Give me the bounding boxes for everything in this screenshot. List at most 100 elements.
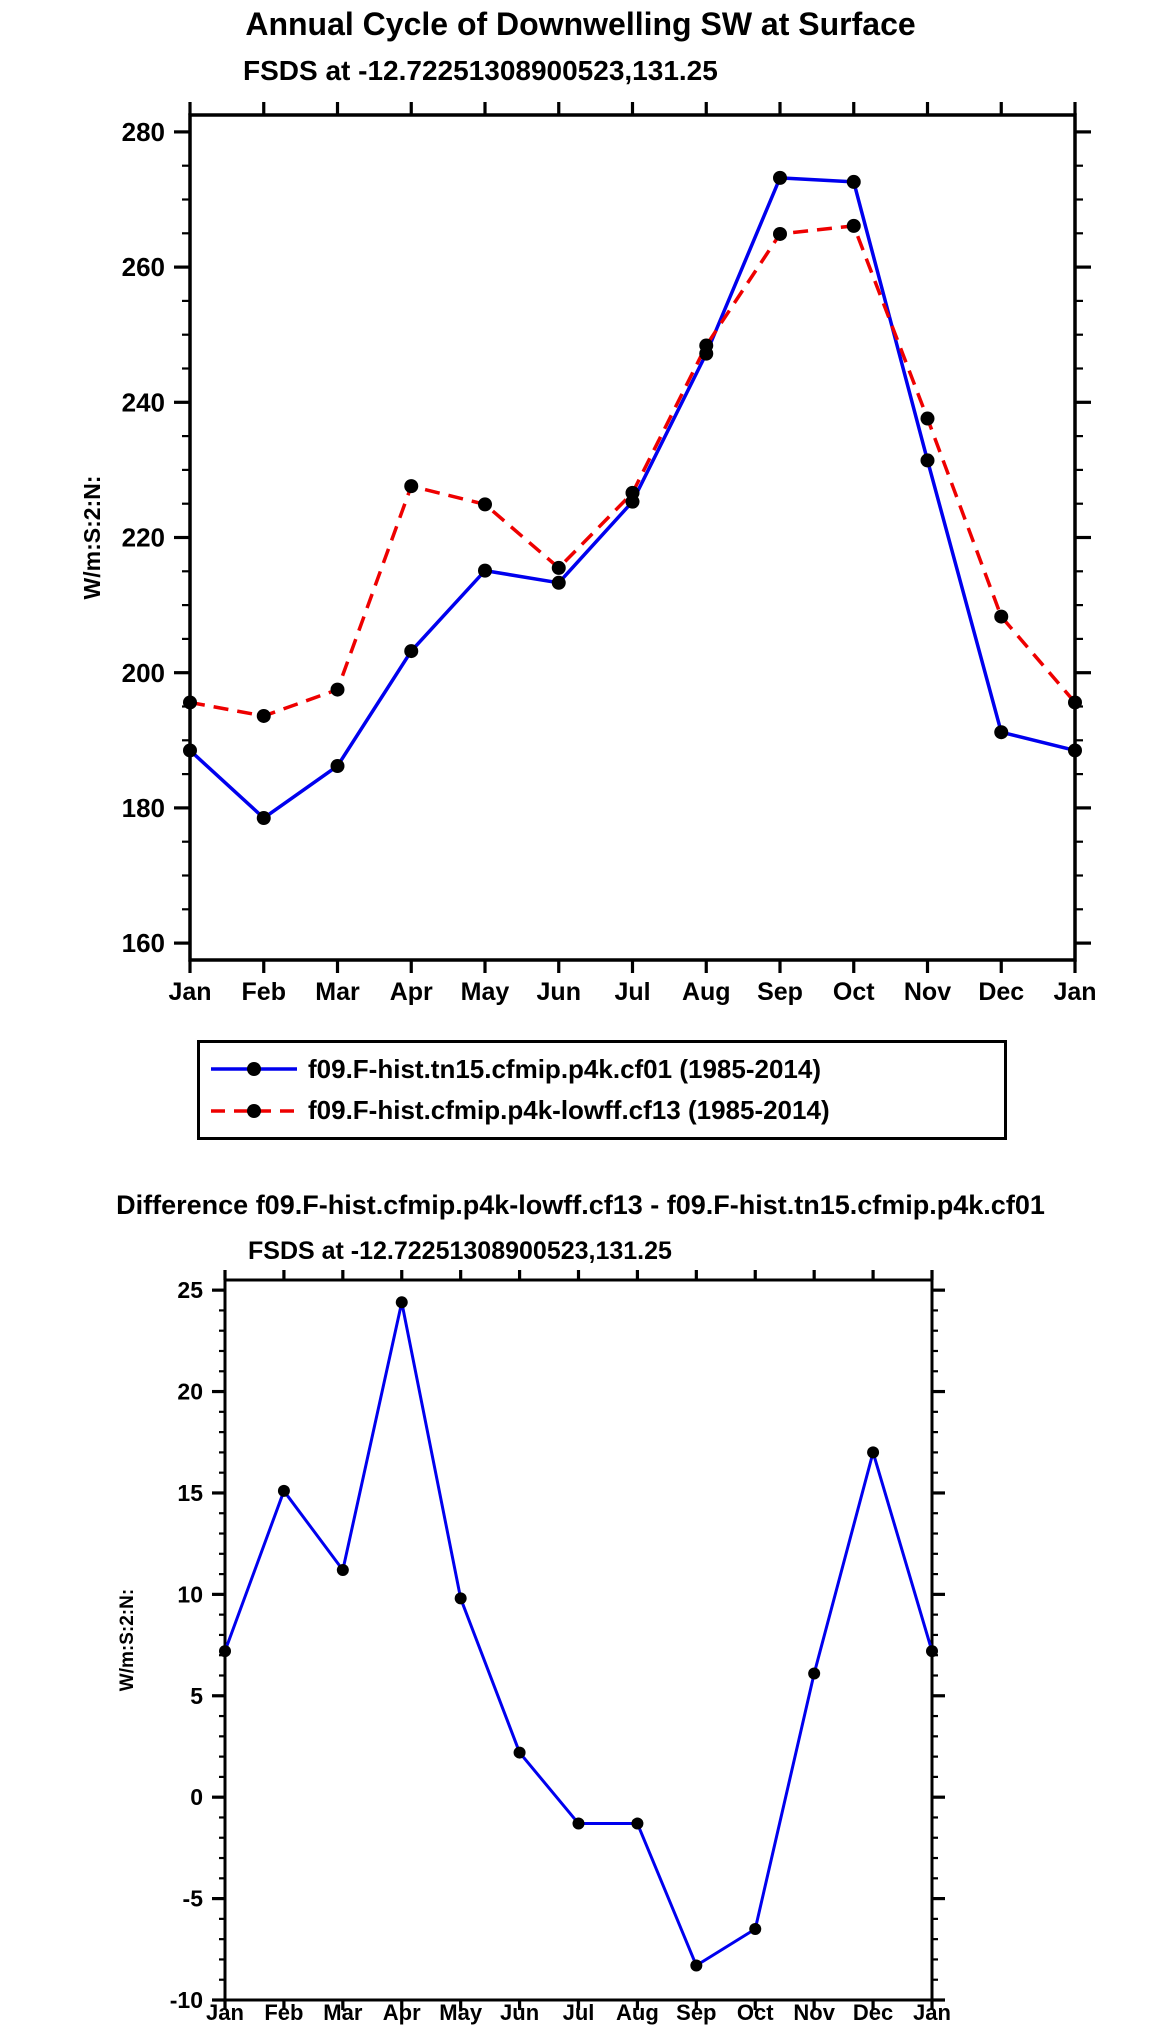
data-point	[625, 485, 640, 500]
difference-title: Difference f09.F-hist.cfmip.p4k-lowff.cf…	[116, 1190, 1045, 1220]
y-tick-label: 220	[122, 523, 165, 553]
y-ticks	[212, 1288, 945, 2002]
data-point	[867, 1446, 880, 1459]
y-tick-label: -10	[170, 1987, 203, 2013]
y-tick-label: 160	[122, 928, 165, 958]
y-tick-label: 200	[122, 658, 165, 688]
data-point	[404, 479, 419, 494]
y-tick-label: 0	[190, 1784, 203, 1810]
y-tick-label: 180	[122, 793, 165, 823]
x-tick-label: Mar	[323, 2000, 363, 2025]
month-labels: Jan Feb Mar Apr May Jun Jul Aug Sep Oct Nov Dec Jan	[206, 2000, 951, 2025]
legend-dashed-line-sample	[211, 1103, 297, 1118]
y-tick-label: 10	[177, 1581, 203, 1607]
series-markers	[219, 1296, 938, 1972]
legend-item: f09.F-hist.tn15.cfmip.p4k.cf01 (1985-201…	[200, 1054, 1004, 1085]
y-tick-labels: -10 -5 0 5 10 15 20 25	[170, 1277, 203, 2013]
x-tick-label: Jan	[1053, 978, 1096, 1006]
bottom-chart-subtitle: FSDS at -12.72251308900523,131.25	[248, 1237, 672, 1265]
x-tick-label: Nov	[793, 2000, 835, 2025]
data-point	[551, 575, 566, 590]
data-point	[330, 682, 345, 697]
data-point	[395, 1296, 408, 1309]
y-tick-label: 260	[122, 252, 165, 282]
legend-item: f09.F-hist.cfmip.p4k-lowff.cf13 (1985-20…	[200, 1095, 1004, 1126]
legend-marker-dot	[247, 1062, 261, 1077]
legend: f09.F-hist.tn15.cfmip.p4k.cf01 (1985-201…	[197, 1040, 1007, 1140]
y-tick-label: 15	[177, 1480, 203, 1506]
data-point	[478, 497, 492, 512]
data-point	[631, 1817, 644, 1830]
y-tick-label: -5	[183, 1886, 204, 1912]
series-line	[189, 224, 1077, 718]
data-point	[183, 695, 197, 710]
data-point	[699, 338, 714, 353]
y-tick-label: 280	[122, 117, 165, 147]
data-point	[749, 1923, 762, 1936]
y-ticks	[174, 130, 1091, 945]
plot-frame	[188, 113, 1077, 962]
data-point	[183, 743, 197, 758]
y-tick-label: 20	[177, 1379, 203, 1405]
x-tick-label: Jun	[500, 2000, 539, 2025]
data-point	[994, 609, 1009, 624]
x-tick-label: Sep	[676, 2000, 716, 2025]
x-tick-label: Aug	[682, 978, 731, 1006]
y-axis-title: W/m:S:2:N:	[117, 1589, 138, 1691]
x-tick-label: Apr	[390, 978, 433, 1006]
plot-frame	[223, 1278, 934, 2002]
x-tick-label: Jan	[913, 2000, 951, 2025]
series-markers	[183, 218, 1082, 723]
data-point	[994, 725, 1009, 740]
x-tick-label: Nov	[904, 978, 951, 1006]
x-tick-label: Aug	[616, 2000, 659, 2025]
y-tick-label: 25	[177, 1277, 203, 1303]
x-tick-label: May	[461, 978, 510, 1006]
y-tick-label: 5	[190, 1683, 203, 1709]
x-tick-label: Jul	[563, 2000, 595, 2025]
x-ticks	[223, 1270, 934, 2010]
difference-chart: -10 -5 0 5 10 15 20 25 Jan Feb Mar Apr May Jun Jul Aug S…	[117, 1270, 951, 2025]
data-point	[454, 1592, 467, 1605]
data-point	[773, 226, 787, 241]
legend-label: f09.F-hist.cfmip.p4k-lowff.cf13 (1985-20…	[308, 1095, 830, 1126]
data-point	[920, 453, 935, 468]
data-point	[846, 174, 861, 189]
data-point	[256, 811, 271, 826]
x-tick-label: Mar	[315, 978, 360, 1006]
x-tick-label: May	[439, 2000, 483, 2025]
data-point	[336, 1564, 349, 1577]
data-point	[277, 1484, 290, 1497]
data-point	[846, 218, 861, 233]
data-point	[219, 1645, 231, 1658]
x-tick-label: Dec	[978, 978, 1024, 1006]
data-point	[404, 644, 419, 659]
data-point	[773, 170, 787, 185]
data-point	[808, 1667, 821, 1680]
data-point	[572, 1817, 585, 1830]
data-point	[513, 1746, 526, 1759]
x-tick-label: Sep	[757, 978, 803, 1006]
y-axis-title: W/m:S:2:N:	[79, 476, 105, 600]
y-tick-label: 240	[122, 387, 165, 417]
data-point	[926, 1645, 938, 1658]
legend-label: f09.F-hist.tn15.cfmip.p4k.cf01 (1985-201…	[308, 1053, 821, 1084]
data-point	[1068, 743, 1082, 758]
main-title: Annual Cycle of Downwelling SW at Surfac…	[245, 6, 916, 42]
data-point	[1068, 695, 1082, 710]
x-tick-label: Dec	[853, 2000, 893, 2025]
data-point	[920, 411, 935, 426]
series-line	[223, 1300, 934, 1968]
x-ticks	[188, 102, 1077, 973]
data-point	[690, 1959, 703, 1972]
data-point	[551, 560, 566, 575]
x-tick-label: Jan	[168, 978, 211, 1006]
data-point	[478, 563, 492, 578]
x-tick-label: Apr	[383, 2000, 421, 2025]
x-tick-label: Oct	[737, 2000, 774, 2025]
x-tick-label: Oct	[833, 978, 875, 1006]
data-point	[256, 708, 271, 723]
legend-solid-line-sample	[211, 1062, 297, 1077]
